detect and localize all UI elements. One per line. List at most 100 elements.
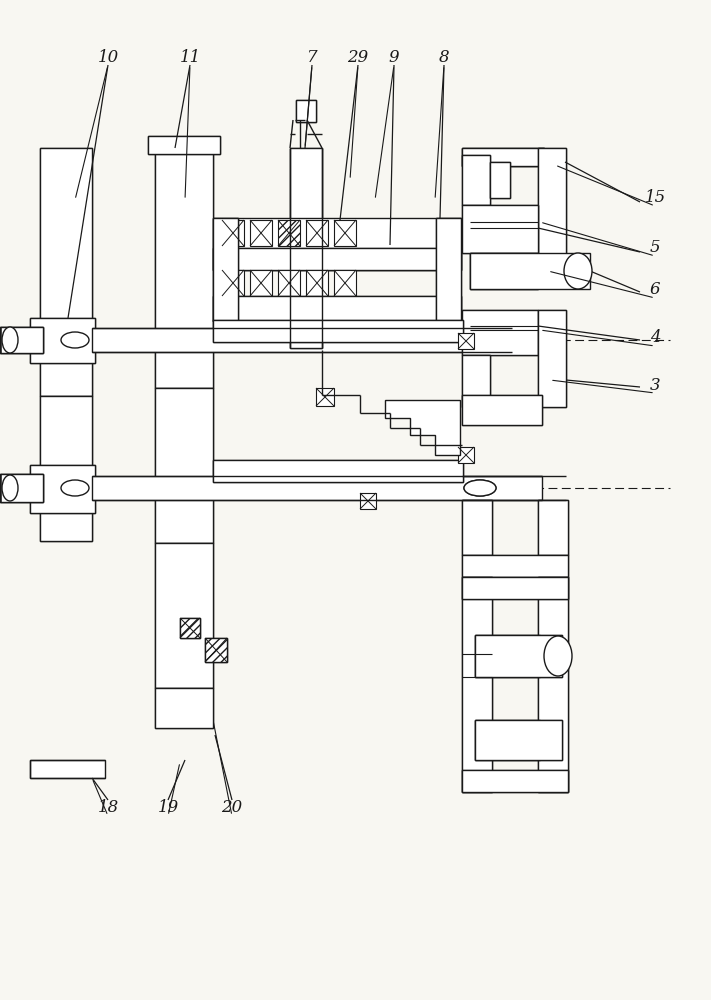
Bar: [148, 136, 220, 154]
Bar: [205, 638, 227, 662]
Bar: [213, 248, 461, 270]
Bar: [462, 555, 568, 577]
Bar: [180, 618, 200, 638]
Bar: [213, 296, 461, 321]
Text: 4: 4: [650, 330, 661, 347]
Ellipse shape: [464, 480, 496, 496]
Bar: [462, 310, 538, 355]
Bar: [538, 310, 566, 407]
Bar: [213, 320, 463, 342]
Bar: [538, 577, 568, 792]
Bar: [462, 355, 490, 407]
Bar: [213, 460, 463, 482]
Bar: [462, 355, 490, 407]
Bar: [278, 270, 300, 296]
Text: 19: 19: [157, 800, 178, 816]
Bar: [462, 148, 544, 166]
Bar: [538, 577, 568, 792]
Bar: [470, 253, 538, 289]
Bar: [155, 148, 213, 388]
Bar: [306, 270, 328, 296]
Bar: [155, 388, 213, 543]
Bar: [360, 493, 376, 509]
Bar: [250, 270, 272, 296]
Text: 18: 18: [97, 800, 119, 816]
Bar: [0, 327, 43, 353]
Bar: [148, 136, 220, 154]
Bar: [30, 318, 95, 363]
Bar: [155, 148, 213, 388]
Bar: [538, 500, 568, 555]
Bar: [462, 555, 568, 577]
Bar: [296, 100, 316, 122]
Ellipse shape: [544, 636, 572, 676]
Bar: [462, 148, 544, 166]
Bar: [490, 162, 510, 198]
Ellipse shape: [2, 475, 18, 501]
Bar: [213, 460, 463, 482]
Bar: [436, 218, 461, 321]
Bar: [290, 148, 322, 348]
Bar: [316, 388, 334, 406]
Bar: [296, 100, 316, 122]
Bar: [155, 688, 213, 728]
Bar: [470, 253, 590, 289]
Bar: [92, 476, 542, 500]
Bar: [462, 395, 542, 425]
Bar: [30, 465, 95, 513]
Bar: [0, 327, 43, 353]
Bar: [462, 770, 568, 792]
Bar: [458, 333, 474, 349]
Text: 7: 7: [306, 48, 317, 66]
Text: 8: 8: [439, 48, 449, 66]
Bar: [490, 162, 510, 198]
Bar: [462, 577, 492, 792]
Text: 3: 3: [650, 376, 661, 393]
Bar: [462, 310, 538, 355]
Bar: [462, 395, 542, 425]
Bar: [205, 638, 227, 662]
Bar: [538, 500, 568, 555]
Bar: [290, 148, 322, 348]
Ellipse shape: [564, 253, 592, 289]
Bar: [0, 474, 43, 502]
Text: 5: 5: [650, 239, 661, 256]
Bar: [462, 500, 492, 555]
Bar: [462, 155, 490, 205]
Bar: [30, 318, 95, 363]
Bar: [458, 447, 474, 463]
Bar: [462, 577, 492, 792]
Bar: [538, 148, 566, 266]
Bar: [40, 148, 92, 396]
Bar: [213, 248, 461, 270]
Bar: [462, 577, 568, 599]
Bar: [462, 148, 544, 166]
Bar: [222, 220, 244, 246]
Bar: [470, 253, 538, 289]
Text: 15: 15: [644, 190, 665, 207]
Bar: [538, 310, 566, 407]
Bar: [462, 155, 490, 205]
Bar: [222, 270, 244, 296]
Text: 10: 10: [97, 48, 119, 66]
Bar: [475, 720, 562, 760]
Bar: [306, 220, 328, 246]
Bar: [278, 220, 300, 246]
Bar: [462, 205, 538, 253]
Bar: [92, 328, 512, 352]
Bar: [462, 577, 568, 599]
Bar: [475, 635, 562, 677]
Bar: [155, 388, 213, 543]
Bar: [462, 205, 538, 253]
Bar: [475, 635, 562, 677]
Ellipse shape: [464, 480, 496, 496]
Text: 29: 29: [348, 48, 368, 66]
Text: 20: 20: [221, 800, 242, 816]
Bar: [250, 220, 272, 246]
Bar: [155, 688, 213, 728]
Bar: [40, 148, 92, 396]
Bar: [475, 720, 562, 760]
Bar: [155, 543, 213, 688]
Bar: [0, 474, 43, 502]
Bar: [213, 296, 461, 321]
